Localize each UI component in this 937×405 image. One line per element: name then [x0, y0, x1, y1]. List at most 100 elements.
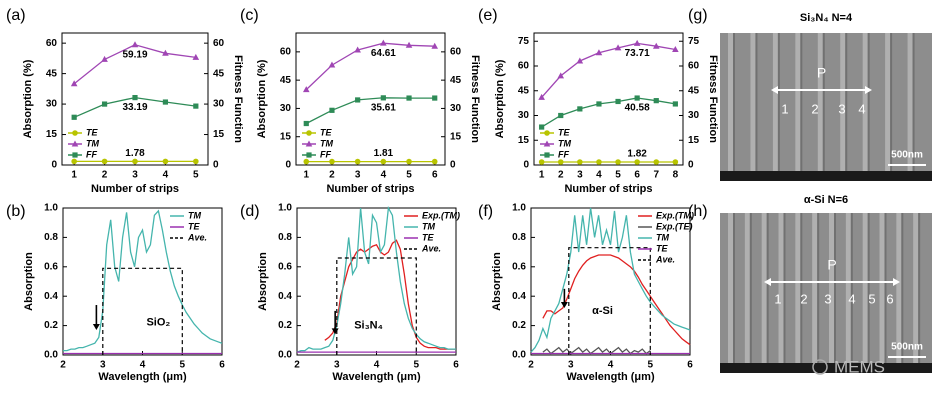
data-label: 59.19	[122, 49, 147, 60]
x-tick-label: 3	[355, 170, 361, 181]
y2-tick-label: 0	[450, 160, 456, 171]
y-tick-label: 60	[46, 38, 58, 49]
x-tick-label: 7	[653, 170, 659, 181]
marker	[558, 112, 564, 119]
panel-label: (e)	[478, 7, 498, 24]
marker	[72, 152, 78, 158]
marker	[380, 95, 386, 101]
x-tick-label: 2	[329, 170, 335, 181]
y-axis-title: Absorption	[491, 252, 503, 311]
x-tick-label: 5	[615, 170, 621, 181]
y2-tick-label: 45	[213, 68, 225, 79]
y-tick-label: 45	[46, 68, 58, 79]
image-title: α-Si N=6	[804, 194, 848, 206]
legend-label: TE	[320, 127, 332, 137]
watermark-icon	[812, 359, 828, 375]
series-line	[306, 97, 435, 125]
x-axis-title: Number of strips	[564, 183, 652, 195]
marker	[354, 46, 361, 53]
legend-label: Ave.	[655, 254, 675, 264]
sem-stripe-edge	[845, 33, 848, 171]
data-label: 35.61	[371, 102, 396, 113]
data-label: 1.81	[374, 148, 394, 159]
marker	[577, 106, 583, 112]
material-label: Si₃N₄	[354, 320, 383, 332]
y-tick-label: 0.6	[278, 261, 292, 272]
marker	[544, 130, 550, 136]
sem-stripe	[913, 213, 919, 363]
sem-stripe	[795, 213, 801, 363]
marker	[615, 159, 621, 165]
y-tick-label: 30	[280, 103, 292, 114]
x-tick-label: 3	[577, 170, 583, 181]
series-line	[541, 42, 676, 98]
sem-stripe	[840, 33, 846, 171]
y-tick-label: 0.4	[278, 291, 292, 302]
legend-label: TM	[86, 138, 99, 148]
sem-stripe-edge	[867, 33, 870, 171]
marker	[595, 49, 603, 56]
panel-label: (a)	[6, 7, 26, 24]
marker	[557, 159, 564, 165]
marker	[634, 95, 640, 101]
marker	[132, 158, 138, 165]
image-title: Si₃N₄ N=4	[800, 12, 853, 24]
x-axis-title: Wavelength (μm)	[566, 371, 655, 383]
legend-label: TE	[86, 127, 98, 137]
marker	[192, 53, 200, 60]
marker	[329, 107, 335, 113]
marker	[544, 152, 550, 158]
y2-tick-label: 0	[213, 160, 219, 171]
y2-tick-label: 0	[688, 160, 694, 171]
strip-label: 1	[781, 101, 788, 116]
sem-stripe-edge	[890, 33, 893, 171]
marker	[101, 158, 108, 165]
x-tick-label: 5	[179, 360, 185, 371]
y2-tick-label: 75	[688, 36, 700, 47]
sem-stripe-edge	[733, 213, 735, 363]
y-tick-label: 0	[51, 160, 57, 171]
y-tick-label: 0	[285, 160, 291, 171]
marker	[672, 101, 678, 107]
y-tick-label: 15	[280, 131, 292, 142]
marker	[538, 93, 545, 100]
marker	[328, 61, 336, 68]
marker	[71, 158, 77, 165]
y2-tick-label: 15	[450, 131, 462, 142]
marker	[380, 39, 387, 46]
y2-tick-label: 45	[450, 75, 462, 86]
sem-stripe-edge	[912, 33, 915, 171]
scale-bar-label: 500nm	[891, 342, 923, 353]
panel-label: (f)	[478, 203, 493, 220]
chart-panel: (f) 2 3 4 5 6 0.0 0.2 0.4 0.6 0.8 1.0 Wavelength (μm…	[478, 203, 694, 383]
legend-label: TE	[656, 243, 668, 253]
data-label: 33.19	[122, 102, 147, 113]
marker	[71, 140, 79, 147]
chart-panel: (e)1 2 3 4 5 6 7 80153045607501530456075Number …	[478, 7, 719, 195]
sem-stripe-edge	[800, 33, 803, 171]
sem-info-bar	[720, 363, 932, 373]
sem-stripe	[896, 213, 902, 363]
marker	[101, 55, 108, 62]
sem-stripe	[845, 213, 851, 363]
strip-label: 6	[886, 291, 893, 306]
series-line	[530, 207, 691, 353]
arrow-head	[92, 324, 100, 331]
x-axis-title: Number of strips	[326, 183, 414, 195]
y-tick-label: 60	[518, 61, 530, 72]
arrow-head	[331, 328, 339, 335]
marker	[405, 41, 413, 48]
marker	[72, 130, 78, 136]
sem-stripe-edge	[850, 213, 853, 363]
plot-frame	[530, 207, 691, 356]
strip-label: 3	[838, 101, 845, 116]
marker	[432, 95, 438, 101]
sem-stripe	[862, 213, 868, 363]
marker	[302, 86, 310, 93]
marker	[71, 114, 77, 120]
marker	[354, 158, 361, 165]
legend-label: TE	[558, 127, 570, 137]
y2-tick-label: 60	[213, 38, 225, 49]
